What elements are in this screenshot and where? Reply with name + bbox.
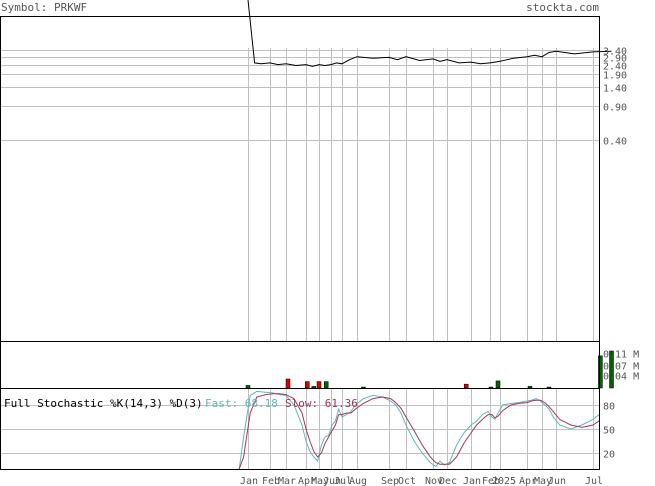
price-tick-label: 0.90: [603, 103, 627, 114]
site-label: stockta.com: [526, 1, 599, 14]
price-tick-label: 2.40: [603, 62, 627, 73]
price-tick-label: 3.40: [603, 47, 627, 58]
x-tick-label: Mar: [278, 476, 296, 486]
x-tick-label: Jun: [323, 476, 341, 486]
volume-tick-label: 0.07 M: [603, 362, 639, 373]
volume-y-axis-labels: 0.11 M0.07 M0.04 M: [603, 350, 639, 383]
volume-bar: [527, 386, 533, 389]
stochastic-slow-line: [238, 393, 600, 470]
stochastic-series: [238, 390, 600, 470]
x-tick-label: 2025: [492, 476, 516, 486]
price-line: [247, 0, 612, 67]
volume-tick-label: 0.04 M: [603, 372, 639, 383]
price-grid: [1, 48, 599, 341]
x-tick-label: Apr: [298, 476, 316, 486]
x-tick-label: Nov: [425, 476, 443, 486]
volume-bar: [323, 381, 329, 389]
stochastic-title: Full Stochastic %K(14,3) %D(3): [4, 397, 203, 410]
stochastic-tick-label: 50: [603, 426, 615, 437]
x-tick-label: Jan: [463, 476, 481, 486]
x-tick-label: Jul: [334, 476, 352, 486]
volume-bar: [245, 385, 251, 389]
x-tick-label: May: [311, 476, 329, 486]
stochastic-tick-label: 20: [603, 450, 615, 461]
stochastic-y-axis-labels: 80 50 20: [603, 402, 615, 461]
volume-bar: [361, 386, 366, 389]
x-tick-label: Feb: [262, 476, 280, 486]
volume-bar: [609, 350, 614, 389]
x-tick-label: Feb: [482, 476, 500, 486]
price-y-axis-labels: 3.402.902.401.90 1.40 0.90 0.40: [603, 47, 627, 148]
symbol-label: Symbol: PRKWF: [1, 1, 87, 14]
volume-bar: [546, 386, 552, 389]
stochastic-grid: [1, 389, 599, 469]
price-tick-label: 1.90: [603, 71, 627, 82]
stochastic-slow-label: Slow: 61.36: [285, 397, 358, 410]
volume-bar: [305, 381, 310, 389]
x-tick-label: Jul: [585, 476, 603, 486]
volume-tick-label: 0.11 M: [603, 350, 639, 361]
volume-bar: [488, 386, 494, 389]
stochastic-fast-line: [238, 390, 600, 470]
price-tick-label: 2.90: [603, 54, 627, 65]
x-tick-label: Jan: [240, 476, 258, 486]
stochastic-tick-label: 80: [603, 402, 615, 413]
volume-bar: [495, 380, 501, 389]
volume-bar: [311, 386, 317, 389]
x-tick-label: Dec: [439, 476, 457, 486]
volume-bar: [463, 383, 469, 389]
price-series: [247, 0, 612, 67]
x-tick-label: May: [534, 476, 552, 486]
x-tick-label: Oct: [398, 476, 416, 486]
x-tick-label: Aug: [349, 476, 367, 486]
volume-bar: [285, 378, 291, 389]
x-tick-label: Apr: [519, 476, 537, 486]
volume-bar: [316, 381, 322, 389]
price-tick-label: 1.40: [603, 84, 627, 95]
price-tick-label: 0.40: [603, 137, 627, 148]
x-tick-label: Sep: [381, 476, 399, 486]
volume-bar: [598, 355, 603, 389]
stochastic-fast-label: Fast: 68.18: [205, 397, 278, 410]
stochastic-panel-frame: [0, 388, 600, 470]
x-tick-label: Jun: [548, 476, 566, 486]
